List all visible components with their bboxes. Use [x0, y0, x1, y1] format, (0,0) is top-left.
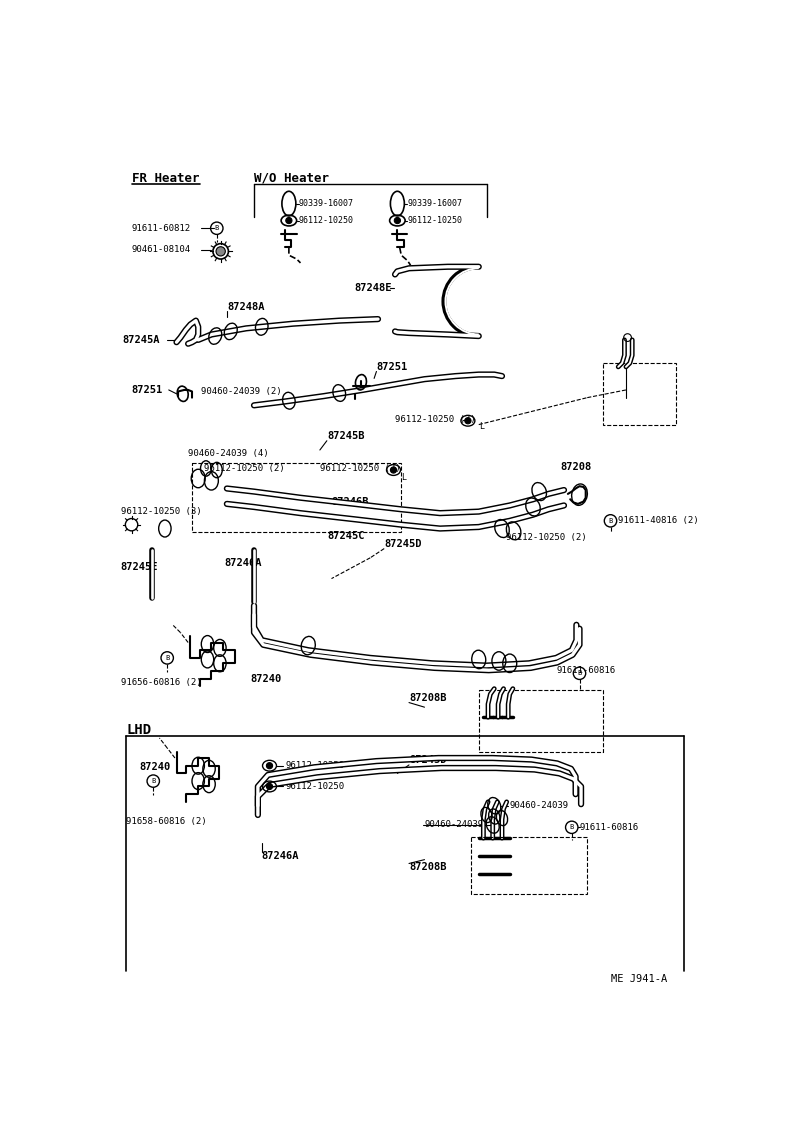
- Text: 90460-24039: 90460-24039: [425, 821, 484, 830]
- Text: 96112-10250: 96112-10250: [285, 782, 345, 791]
- Text: 90339-16007: 90339-16007: [299, 199, 354, 208]
- Text: 87240: 87240: [250, 674, 281, 684]
- Text: 90460-24039 (2): 90460-24039 (2): [201, 387, 282, 396]
- Text: 90339-16007: 90339-16007: [407, 199, 463, 208]
- Text: 96112-10250 (2): 96112-10250 (2): [204, 464, 284, 473]
- Text: 87248A: 87248A: [227, 302, 265, 311]
- Text: FR Heater: FR Heater: [131, 172, 199, 185]
- Text: 91611-60812: 91611-60812: [131, 224, 191, 233]
- Text: 87245E: 87245E: [120, 563, 158, 572]
- Circle shape: [394, 217, 401, 224]
- Text: W/O Heater: W/O Heater: [254, 172, 329, 185]
- Circle shape: [286, 217, 292, 224]
- Text: L: L: [402, 473, 406, 482]
- Text: 87251: 87251: [376, 362, 408, 371]
- Text: L: L: [478, 422, 484, 431]
- Text: B: B: [165, 655, 169, 661]
- Text: B: B: [577, 670, 581, 676]
- Text: 87208B: 87208B: [409, 693, 447, 703]
- Text: 91656-60816 (2): 91656-60816 (2): [120, 678, 201, 687]
- Text: 87246A: 87246A: [225, 558, 262, 568]
- Text: B: B: [569, 824, 574, 830]
- Text: 87245A: 87245A: [122, 335, 160, 345]
- Text: B: B: [608, 517, 613, 524]
- Text: 96112-10250: 96112-10250: [407, 216, 463, 225]
- Text: B: B: [151, 778, 155, 784]
- Text: 87246B: 87246B: [332, 497, 369, 507]
- Text: ME J941-A: ME J941-A: [611, 974, 667, 984]
- Text: 87208: 87208: [560, 462, 592, 472]
- Circle shape: [465, 418, 471, 423]
- Text: B: B: [215, 225, 219, 231]
- Bar: [478, 691, 603, 752]
- Circle shape: [390, 466, 397, 473]
- Text: 87246A: 87246A: [261, 851, 299, 860]
- Text: 87208B: 87208B: [409, 863, 447, 873]
- Text: 90461-08104: 90461-08104: [131, 246, 191, 255]
- Text: 90460-24039: 90460-24039: [510, 801, 569, 811]
- Text: 87245D: 87245D: [384, 539, 421, 549]
- Circle shape: [266, 783, 272, 790]
- Text: 91611-40816 (2): 91611-40816 (2): [619, 516, 699, 525]
- Text: 87251: 87251: [131, 385, 163, 395]
- Text: 91611-60816: 91611-60816: [580, 823, 638, 832]
- Text: 90460-24039 (4): 90460-24039 (4): [188, 448, 268, 457]
- Bar: [192, 463, 402, 532]
- Bar: [471, 837, 587, 894]
- Text: 91658-60816 (2): 91658-60816 (2): [126, 816, 207, 825]
- Text: 87245D: 87245D: [409, 755, 447, 764]
- Circle shape: [216, 247, 226, 256]
- Text: 87245C: 87245C: [328, 531, 365, 541]
- Text: 96112-10250 (2): 96112-10250 (2): [506, 533, 587, 542]
- Text: 87240: 87240: [139, 762, 170, 772]
- Text: 96112-10250 (3): 96112-10250 (3): [120, 507, 201, 516]
- Text: 96112-10250: 96112-10250: [285, 761, 345, 770]
- Text: 91611-60816: 91611-60816: [556, 667, 615, 676]
- Text: 96112-10250: 96112-10250: [299, 216, 354, 225]
- Text: 87245B: 87245B: [328, 431, 365, 441]
- Circle shape: [266, 763, 272, 769]
- Text: LHD: LHD: [126, 723, 151, 737]
- Bar: [603, 363, 676, 424]
- Text: 87248E: 87248E: [355, 283, 392, 293]
- Text: 96112-10250 (2): 96112-10250 (2): [395, 414, 476, 423]
- Text: 96112-10250 (2): 96112-10250 (2): [320, 464, 401, 473]
